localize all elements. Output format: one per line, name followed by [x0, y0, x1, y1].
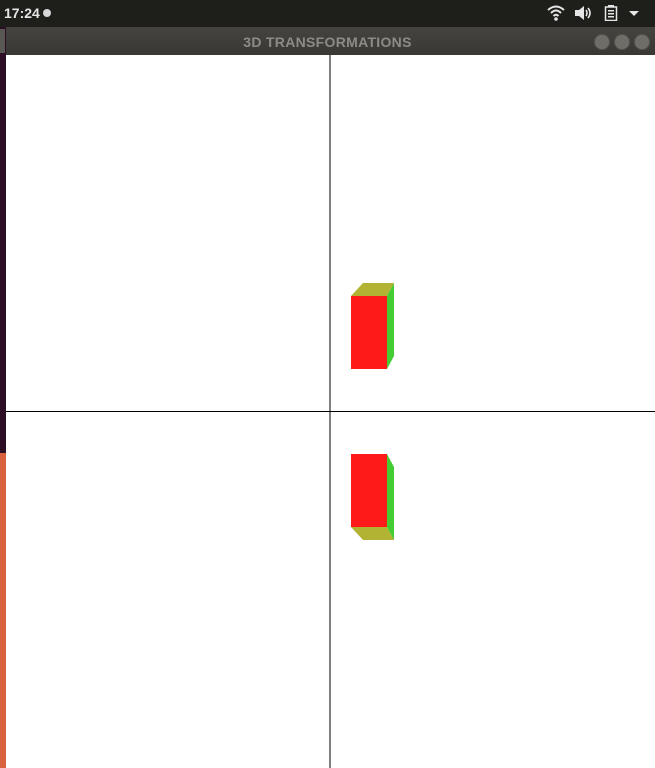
launcher-tab: [0, 29, 5, 53]
launcher-edge: [0, 27, 6, 768]
reflected-bottom-face: [351, 527, 394, 540]
minimize-icon[interactable]: [594, 34, 610, 50]
cuboid-top-face: [351, 283, 394, 296]
wifi-icon[interactable]: [547, 5, 565, 21]
cuboid-side-face: [387, 283, 394, 369]
original-cuboid: [351, 283, 394, 369]
transformation-canvas[interactable]: [6, 55, 655, 768]
close-icon[interactable]: [634, 34, 650, 50]
battery-icon[interactable]: [604, 5, 618, 21]
system-top-bar: 17:24: [0, 0, 655, 27]
window-title-bar[interactable]: 3D TRANSFORMATIONS: [0, 27, 655, 55]
chevron-down-icon[interactable]: [628, 5, 640, 21]
reflected-front-face: [351, 454, 387, 527]
status-dot-icon: [43, 9, 51, 17]
window-title: 3D TRANSFORMATIONS: [243, 34, 412, 50]
cuboid-front-face: [351, 296, 387, 369]
reflected-cuboid: [351, 454, 394, 540]
maximize-icon[interactable]: [614, 34, 630, 50]
reflected-side-face: [387, 454, 394, 540]
launcher-accent: [0, 453, 6, 768]
clock[interactable]: 17:24: [4, 5, 40, 21]
volume-icon[interactable]: [574, 5, 592, 21]
